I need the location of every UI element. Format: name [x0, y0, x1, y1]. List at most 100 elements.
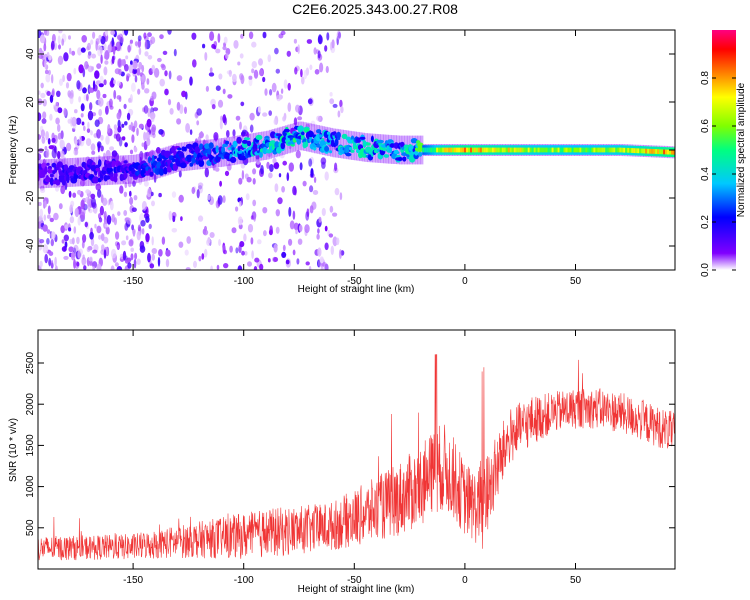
spectrogram-cell [277, 197, 283, 205]
spectrogram-cell [268, 229, 273, 236]
spectrogram-cell [117, 125, 122, 133]
spectrogram-cell [94, 119, 100, 127]
spectrogram-ytick-label: 0 [25, 147, 36, 153]
spectrogram-cell [144, 40, 148, 50]
spectrogram-cell [78, 64, 84, 74]
spectrogram-cell [305, 261, 310, 266]
spectrogram-cell [593, 147, 596, 153]
spectrogram-cell [222, 88, 226, 95]
spectrogram-cell [603, 147, 606, 153]
spectrogram-cell [45, 131, 49, 141]
spectrogram-cell [289, 220, 295, 230]
spectrogram-cell [118, 68, 122, 76]
spectrogram-cell [119, 185, 124, 194]
spectrogram-cell [136, 230, 141, 241]
spectrogram-cell [134, 75, 138, 83]
spectrogram-cell [241, 250, 245, 256]
spectrogram-cell [305, 211, 310, 221]
spectrogram-cell [509, 147, 513, 153]
spectrogram-cell [279, 152, 285, 159]
snr-xtick-label: -100 [234, 575, 254, 586]
spectrogram-cell [147, 55, 153, 60]
spectrogram-cell [246, 132, 250, 138]
spectrogram-cell [40, 92, 46, 99]
spectrogram-cell [46, 229, 51, 235]
spectrogram-cell [543, 147, 547, 153]
spectrogram-cell [517, 147, 521, 153]
spectrogram-cell [137, 88, 141, 95]
spectrogram-cell [161, 236, 166, 245]
spectrogram-cell [208, 72, 215, 77]
spectrogram-cell [97, 159, 102, 167]
spectrogram-cell [181, 90, 187, 98]
spectrogram-cell [303, 69, 308, 80]
spectrogram-cell [264, 88, 268, 96]
spectrogram-cell [269, 164, 274, 172]
spectrogram-cell [396, 135, 400, 165]
spectrogram-cell [248, 75, 253, 80]
spectrogram-cell [179, 162, 187, 169]
spectrogram-cell [141, 83, 145, 90]
spectrogram-cell [215, 138, 219, 168]
spectrogram-cell [91, 53, 97, 59]
snr-ticks: -150 -100 -50 0 50 500 1000 1500 2000 2500 [25, 330, 675, 586]
spectrogram-cell [565, 147, 569, 153]
spectrogram-cell [167, 98, 172, 106]
spectrogram-cell [123, 191, 128, 198]
spectrogram-cell [149, 149, 155, 157]
spectrogram-cell [201, 155, 209, 160]
spectrogram-cell [124, 63, 129, 72]
spectrogram-cell [225, 53, 229, 59]
spectrogram-cell [253, 266, 258, 270]
spectrogram-cell [84, 221, 89, 228]
spectrogram-cell [149, 151, 153, 180]
spectrogram-cell [136, 258, 141, 265]
spectrogram-cell [262, 76, 266, 83]
spectrogram-cell [316, 115, 321, 122]
spectrogram-cell [48, 145, 55, 150]
spectrogram-cell [555, 147, 559, 153]
spectrogram-cell [113, 171, 118, 179]
spectrogram-cell [226, 137, 230, 166]
spectrogram-cell [313, 176, 317, 183]
spectrogram-cell [80, 199, 85, 210]
spectrogram-cell [197, 136, 202, 145]
spectrogram-cell [111, 37, 115, 47]
spectrogram-cell [57, 107, 63, 114]
spectrogram-cell [57, 55, 64, 65]
spectrogram-cell [448, 147, 451, 153]
spectrogram-cell [653, 149, 656, 154]
spectrogram-cell [215, 145, 219, 153]
spectrogram-cell [186, 154, 193, 160]
spectrogram-cell [164, 88, 169, 96]
spectrogram-cell [278, 173, 282, 178]
spectrogram-cell [67, 118, 72, 124]
spectrogram-cell [259, 263, 264, 270]
spectrogram-cell [164, 70, 168, 77]
spectrogram-cell [96, 141, 102, 149]
spectrogram-cell [151, 253, 155, 261]
spectrogram-cell [515, 147, 519, 153]
spectrogram-cell [113, 176, 118, 183]
spectrogram-cell [232, 129, 236, 137]
spectrogram-cell [275, 68, 280, 74]
spectrogram-cell [146, 187, 152, 198]
spectrogram-cell [68, 35, 71, 40]
spectrogram-cell [268, 172, 273, 179]
spectrogram-cell [299, 162, 303, 171]
chart-title: C2E6.2025.343.00.27.R08 [292, 1, 458, 17]
spectrogram-cell [133, 195, 138, 201]
spectrogram-cell [57, 35, 61, 45]
colorbar-ticks: 0.0 0.2 0.4 0.6 0.8 [700, 71, 736, 277]
spectrogram-cell [124, 121, 128, 126]
spectrogram-cell [126, 217, 132, 225]
spectrogram-cell [48, 69, 51, 76]
spectrogram-cell [319, 256, 324, 264]
spectrogram-cell [389, 143, 395, 148]
spectrogram-cell [56, 158, 60, 188]
spectrogram-cell [83, 125, 86, 132]
spectrogram-cell [96, 129, 101, 139]
spectrogram-cell [45, 30, 50, 36]
spectrogram-cell [77, 216, 81, 226]
spectrogram-cell [143, 105, 149, 114]
